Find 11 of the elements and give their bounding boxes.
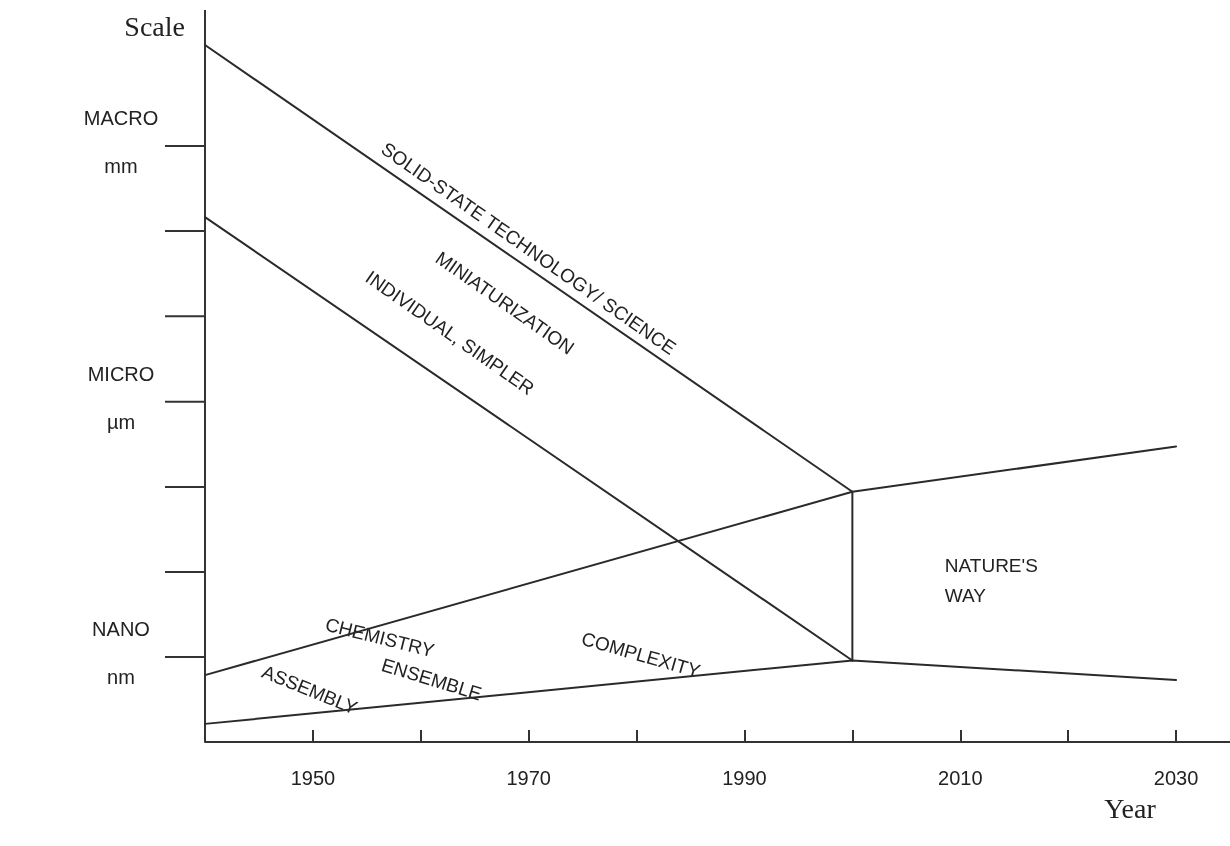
x-tick-label: 1990 [722,767,767,789]
text: NANO nm [92,617,150,688]
text: MACRO mm [83,107,159,178]
x-tick-label: 1970 [506,767,551,789]
annotation: NATURE'S WAY [944,554,1038,606]
x-axis-title: Year [1104,792,1157,824]
x-tick-label: 2030 [1153,767,1199,789]
x-tick-label: 1950 [290,767,336,789]
text: MICRO µm [87,362,155,433]
x-tick-label: 2010 [938,767,983,789]
y-axis-title: Scale [124,10,185,42]
